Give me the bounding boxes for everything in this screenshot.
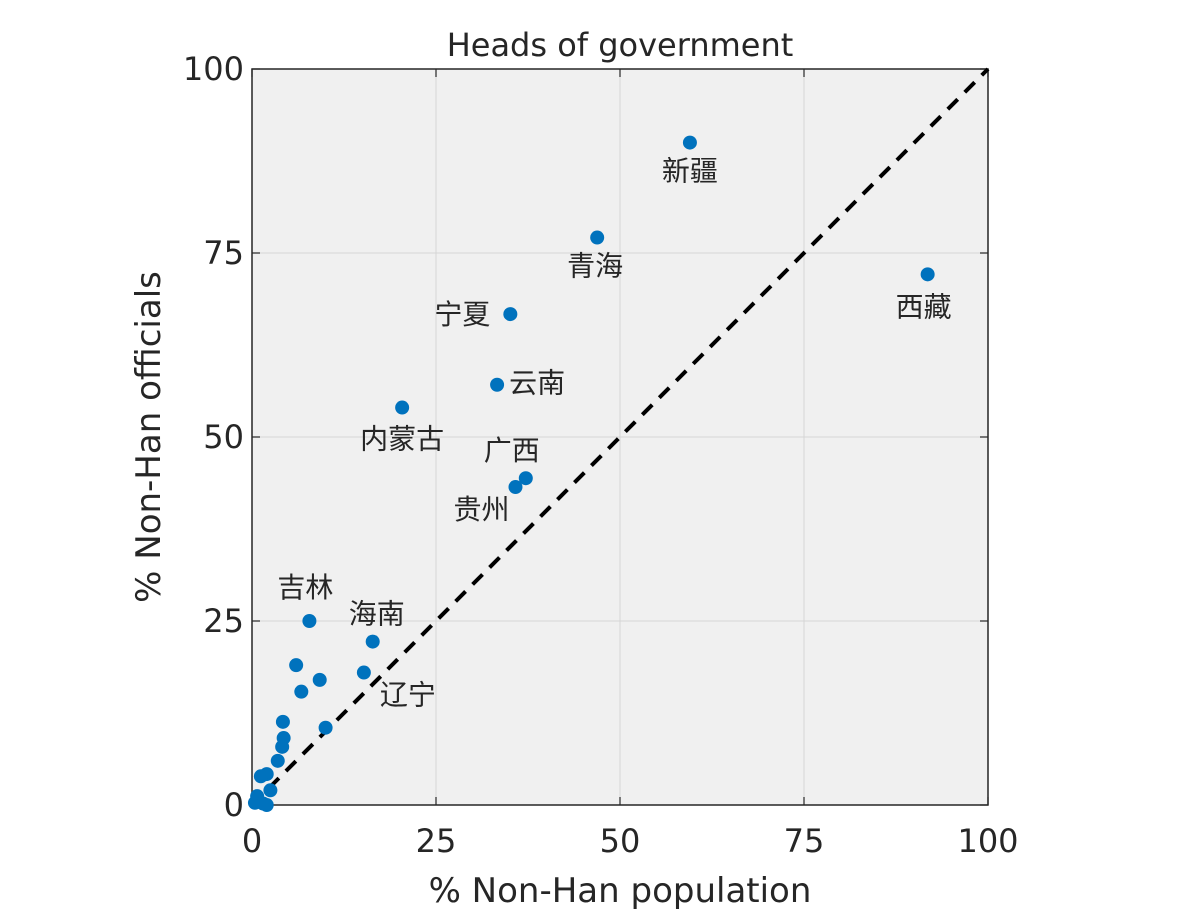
chart-title: Heads of government — [447, 26, 794, 64]
data-point — [275, 739, 290, 754]
x-tick-label: 100 — [957, 822, 1018, 860]
data-point — [294, 684, 309, 699]
data-point — [259, 798, 274, 812]
y-tick-label: 75 — [203, 234, 244, 272]
point-label: 云南 — [509, 367, 565, 400]
data-point — [518, 471, 533, 486]
x-axis-label: % Non-Han population — [429, 871, 812, 911]
point-label: 新疆 — [662, 155, 718, 188]
point-label: 贵州 — [453, 493, 509, 526]
data-point — [253, 769, 268, 784]
data-point — [503, 307, 518, 322]
x-tick-label: 75 — [784, 822, 825, 860]
data-point — [318, 720, 333, 735]
data-point — [312, 672, 327, 687]
x-tick-label: 0 — [242, 822, 262, 860]
data-point — [508, 480, 523, 495]
point-label: 内蒙古 — [360, 423, 444, 456]
x-tick-label: 50 — [600, 822, 641, 860]
point-label: 广西 — [484, 434, 540, 467]
data-point — [275, 714, 290, 729]
data-point — [365, 634, 380, 649]
reference-line-diagonal — [250, 67, 990, 807]
point-label: 辽宁 — [380, 679, 436, 712]
x-tick-label: 25 — [416, 822, 457, 860]
data-point — [356, 665, 371, 680]
data-point — [490, 377, 505, 392]
data-point — [395, 400, 410, 415]
data-point — [682, 135, 697, 150]
point-label: 海南 — [349, 598, 405, 631]
y-tick-label: 100 — [183, 50, 244, 88]
point-label: 宁夏 — [434, 298, 490, 331]
y-tick-label: 0 — [224, 786, 244, 824]
data-point — [263, 783, 278, 798]
y-axis-label: % Non-Han officials — [129, 271, 169, 603]
y-tick-label: 25 — [203, 602, 244, 640]
data-point — [590, 230, 605, 245]
data-point — [920, 267, 935, 282]
point-label: 青海 — [567, 250, 623, 283]
data-point — [302, 614, 317, 628]
data-point — [270, 753, 285, 768]
y-tick-label: 50 — [203, 418, 244, 456]
data-point — [289, 658, 304, 673]
point-label: 吉林 — [277, 571, 333, 604]
point-label: 西藏 — [896, 290, 952, 323]
data-points — [247, 135, 935, 812]
